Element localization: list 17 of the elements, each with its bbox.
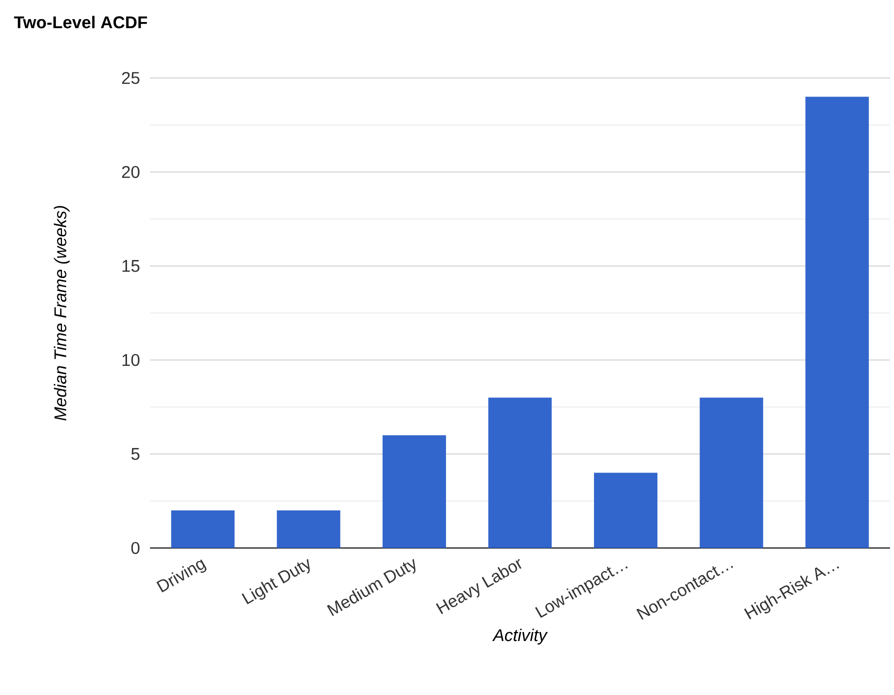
- bar: [488, 398, 552, 548]
- y-tick-label: 20: [122, 166, 140, 178]
- x-tick-label: Light Duty: [242, 558, 310, 604]
- y-tick-label: 15: [122, 260, 140, 272]
- y-tick-label: 25: [122, 72, 140, 84]
- bar: [171, 510, 235, 548]
- y-tick-label: 5: [131, 448, 140, 460]
- y-tick-label: 0: [131, 542, 140, 554]
- x-axis-title: Activity: [492, 628, 548, 645]
- bar: [276, 510, 340, 548]
- bar: [594, 472, 658, 548]
- bar: [382, 435, 446, 548]
- chart-title: Two-Level ACDF: [14, 16, 148, 28]
- y-axis-title: Median Time Frame (weeks): [54, 206, 70, 421]
- y-tick-label: 10: [122, 354, 140, 366]
- bar: [805, 96, 869, 548]
- bar: [700, 398, 764, 548]
